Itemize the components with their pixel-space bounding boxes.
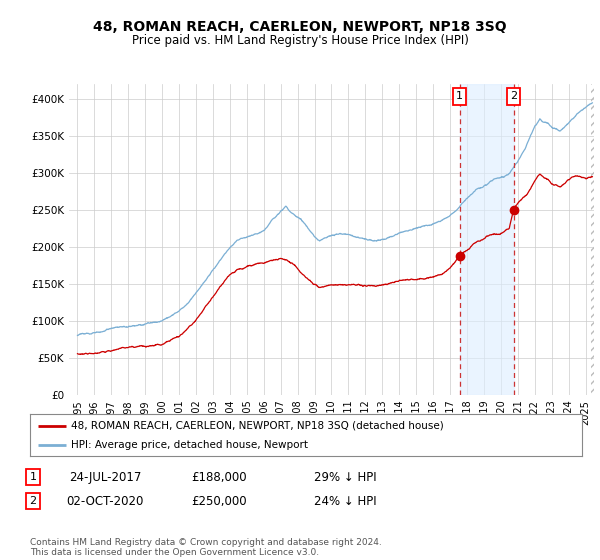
Text: 48, ROMAN REACH, CAERLEON, NEWPORT, NP18 3SQ: 48, ROMAN REACH, CAERLEON, NEWPORT, NP18… [93,20,507,34]
Bar [460,84,514,395]
Text: HPI: Average price, detached house, Newport: HPI: Average price, detached house, Newp… [71,440,308,450]
Text: 1: 1 [456,91,463,101]
Text: 1: 1 [29,472,37,482]
Text: 2: 2 [29,496,37,506]
Text: 29% ↓ HPI: 29% ↓ HPI [314,470,376,484]
Text: 2: 2 [510,91,517,101]
Text: Contains HM Land Registry data © Crown copyright and database right 2024.
This d: Contains HM Land Registry data © Crown c… [30,538,382,557]
Text: £188,000: £188,000 [191,470,247,484]
Text: 24% ↓ HPI: 24% ↓ HPI [314,494,376,508]
Text: 02-OCT-2020: 02-OCT-2020 [67,494,143,508]
Text: 24-JUL-2017: 24-JUL-2017 [69,470,141,484]
Text: Price paid vs. HM Land Registry's House Price Index (HPI): Price paid vs. HM Land Registry's House … [131,34,469,46]
Text: 48, ROMAN REACH, CAERLEON, NEWPORT, NP18 3SQ (detached house): 48, ROMAN REACH, CAERLEON, NEWPORT, NP18… [71,421,444,431]
Text: £250,000: £250,000 [191,494,247,508]
